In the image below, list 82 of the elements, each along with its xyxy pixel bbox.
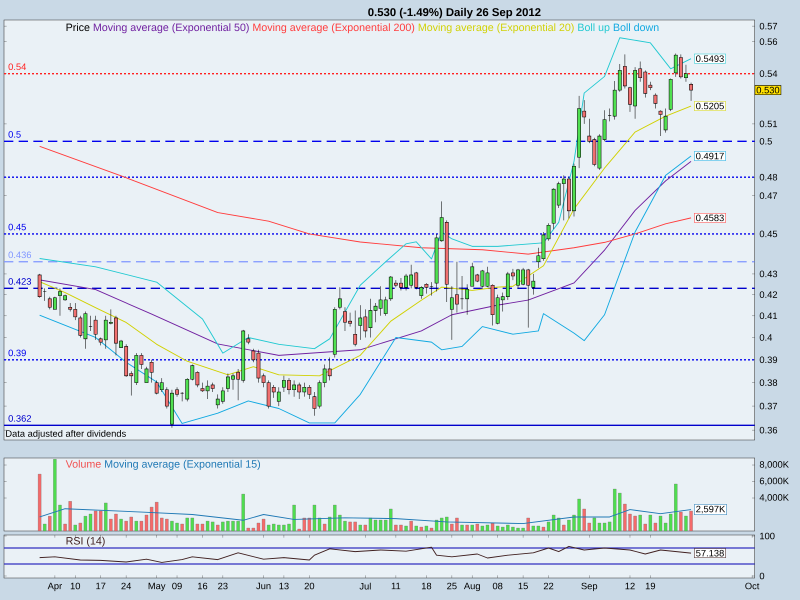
candlestick — [658, 110, 662, 136]
ref-line-label: 0.423 — [8, 278, 32, 285]
x-tick-label: 08 — [492, 582, 502, 590]
data-label: 57.138 — [696, 550, 724, 556]
candlestick — [353, 310, 358, 347]
annotation: Data adjusted after dividends — [6, 430, 126, 439]
x-tick-label: 09 — [172, 582, 182, 590]
series-label: Volume — [66, 460, 101, 468]
line-series — [39, 160, 692, 356]
x-tick-label: Oct — [745, 582, 760, 590]
y-tick-label: 4,000K — [760, 494, 789, 502]
data-label: 0.4917 — [696, 152, 724, 160]
candlestick — [664, 108, 668, 133]
x-tick-label: 11 — [392, 582, 400, 590]
y-tick-label: 0.43 — [760, 270, 778, 278]
text: Boll down — [614, 23, 658, 32]
y-tick-label: 0.51 — [760, 120, 778, 128]
y-tick-label: 100 — [760, 532, 775, 540]
x-tick-label: May — [148, 582, 166, 592]
x-tick-label: 19 — [646, 582, 656, 590]
text: Moving average (Exponential 50) — [94, 23, 249, 34]
text: Moving average (Exponential 200) — [253, 23, 414, 34]
ref-line-label: 0.436 — [8, 252, 32, 258]
x-tick-label: 20 — [304, 582, 314, 590]
x-tick-label: Aug — [464, 582, 480, 592]
ref-line-label: 0.54 — [8, 63, 26, 70]
ref-line-label: 0.5 — [8, 131, 21, 138]
ref-line-label: 0.45 — [8, 224, 26, 230]
series-label: RSI (14) — [66, 536, 105, 547]
data-label: 0.5205 — [696, 102, 724, 110]
y-tick-label: 8,000K — [760, 461, 789, 469]
x-tick-label: 16 — [198, 582, 208, 590]
data-label: 0.5493 — [696, 55, 724, 62]
y-tick-label: 0.39 — [760, 356, 778, 364]
y-tick-label: 0.5 — [760, 138, 772, 145]
line-series — [39, 546, 692, 563]
text: Moving average (Exponential 15) — [105, 460, 260, 470]
text: 0.530 — [756, 86, 780, 94]
y-tick-label: 0.47 — [760, 192, 778, 200]
line-series — [39, 156, 692, 424]
x-tick-label: Jun — [256, 582, 270, 590]
x-tick-label: 15 — [518, 582, 528, 590]
candlestick — [338, 287, 342, 310]
x-tick-label: 12 — [626, 582, 635, 590]
series-label: Boll up — [578, 23, 610, 34]
legend-title: Price — [66, 23, 90, 32]
y-tick-label: 0.57 — [760, 22, 778, 30]
chart-title: 0.530 (-1.49%) Daily 26 Sep 2012 — [368, 8, 541, 18]
ref-line-label: 0.39 — [8, 350, 26, 356]
y-tick-label: 0.54 — [760, 70, 778, 77]
line-series — [39, 106, 692, 376]
x-tick-label: 25 — [447, 582, 457, 590]
y-tick-label: 0.42 — [760, 291, 778, 298]
data-label: 2,597K — [696, 506, 726, 514]
candlestick — [654, 93, 658, 109]
y-tick-label: 0.4 — [760, 334, 772, 341]
x-tick-label: 23 — [218, 582, 228, 590]
y-tick-label: 0.38 — [760, 379, 778, 386]
ref-line-label: 0.362 — [8, 415, 32, 422]
y-tick-label: 6,000K — [760, 478, 789, 486]
data-label: 0.4583 — [696, 214, 724, 222]
y-tick-label: 0.36 — [760, 426, 778, 434]
x-tick-label: 10 — [70, 582, 80, 590]
x-tick-label: Apr — [48, 582, 62, 592]
y-tick-label: 0.41 — [760, 312, 778, 320]
x-tick-label: Jul — [360, 582, 371, 590]
line-series — [39, 146, 692, 255]
line-series — [39, 37, 692, 354]
x-tick-label: 18 — [422, 582, 432, 590]
x-tick-label: 13 — [279, 582, 289, 590]
y-tick-label: 0.48 — [760, 174, 778, 181]
y-tick-label: 0.37 — [760, 402, 778, 410]
x-tick-label: Sep — [581, 582, 598, 592]
text: Moving average (Exponential 20) — [418, 23, 574, 34]
y-tick-label: 0.45 — [760, 230, 778, 238]
y-tick-label: 0.56 — [760, 38, 778, 45]
x-tick-label: 24 — [121, 582, 132, 590]
y-tick-label: 0 — [760, 572, 764, 580]
x-tick-label: 17 — [96, 582, 106, 590]
candlestick — [689, 82, 693, 102]
line-series — [39, 508, 692, 524]
x-tick-label: 22 — [544, 582, 554, 590]
